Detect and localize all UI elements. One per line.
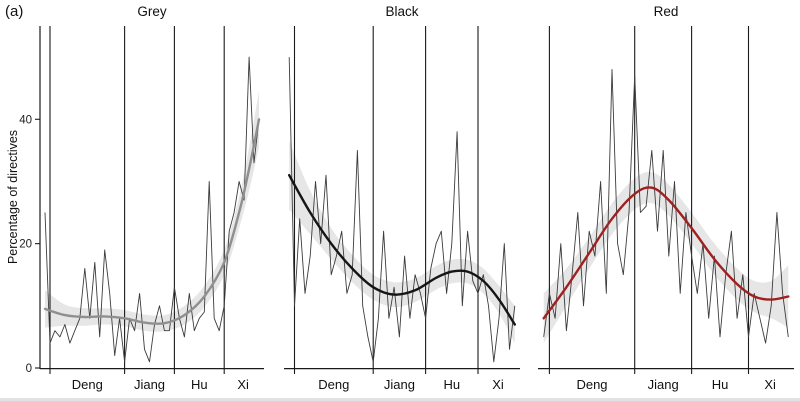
era-label-hu: Hu xyxy=(443,377,460,392)
era-label-jiang: Jiang xyxy=(134,377,165,392)
black-raw-series-line xyxy=(288,57,516,363)
black-smooth-trend-line xyxy=(288,174,516,326)
facet-title-red: Red xyxy=(653,4,679,19)
era-label-jiang: Jiang xyxy=(648,377,679,392)
grey-smooth-trend-line xyxy=(43,118,261,325)
panel-black: Deng Jiang Hu Xi xyxy=(284,26,520,392)
era-label-hu: Hu xyxy=(712,377,729,392)
grey-raw-series-line xyxy=(44,56,260,363)
era-label-deng: Deng xyxy=(318,377,349,392)
y-axis-title: Percentage of directives xyxy=(6,129,20,265)
era-label-xi: Xi xyxy=(237,377,249,392)
figure-panel-label: (a) xyxy=(5,3,24,20)
era-label-deng: Deng xyxy=(576,377,607,392)
facet-title-black: Black xyxy=(385,4,419,19)
panel-red: Deng Jiang Hu Xi xyxy=(538,26,794,392)
era-label-xi: Xi xyxy=(764,377,776,392)
grey-confidence-band xyxy=(45,91,259,332)
panel-grey: Deng Jiang Hu Xi 0 20 40 xyxy=(19,26,264,392)
y-tick-label: 0 xyxy=(26,363,32,375)
era-label-jiang: Jiang xyxy=(384,377,415,392)
red-smooth-trend-line xyxy=(542,186,790,320)
black-confidence-band xyxy=(289,141,515,344)
y-tick-label: 40 xyxy=(19,114,32,126)
era-label-deng: Deng xyxy=(72,377,103,392)
bottom-divider xyxy=(0,398,800,401)
red-confidence-band xyxy=(543,171,789,344)
facet-title-grey: Grey xyxy=(137,4,167,19)
y-tick-label: 20 xyxy=(19,239,32,251)
era-label-xi: Xi xyxy=(492,377,504,392)
era-label-hu: Hu xyxy=(191,377,208,392)
red-raw-series-line xyxy=(543,69,789,344)
